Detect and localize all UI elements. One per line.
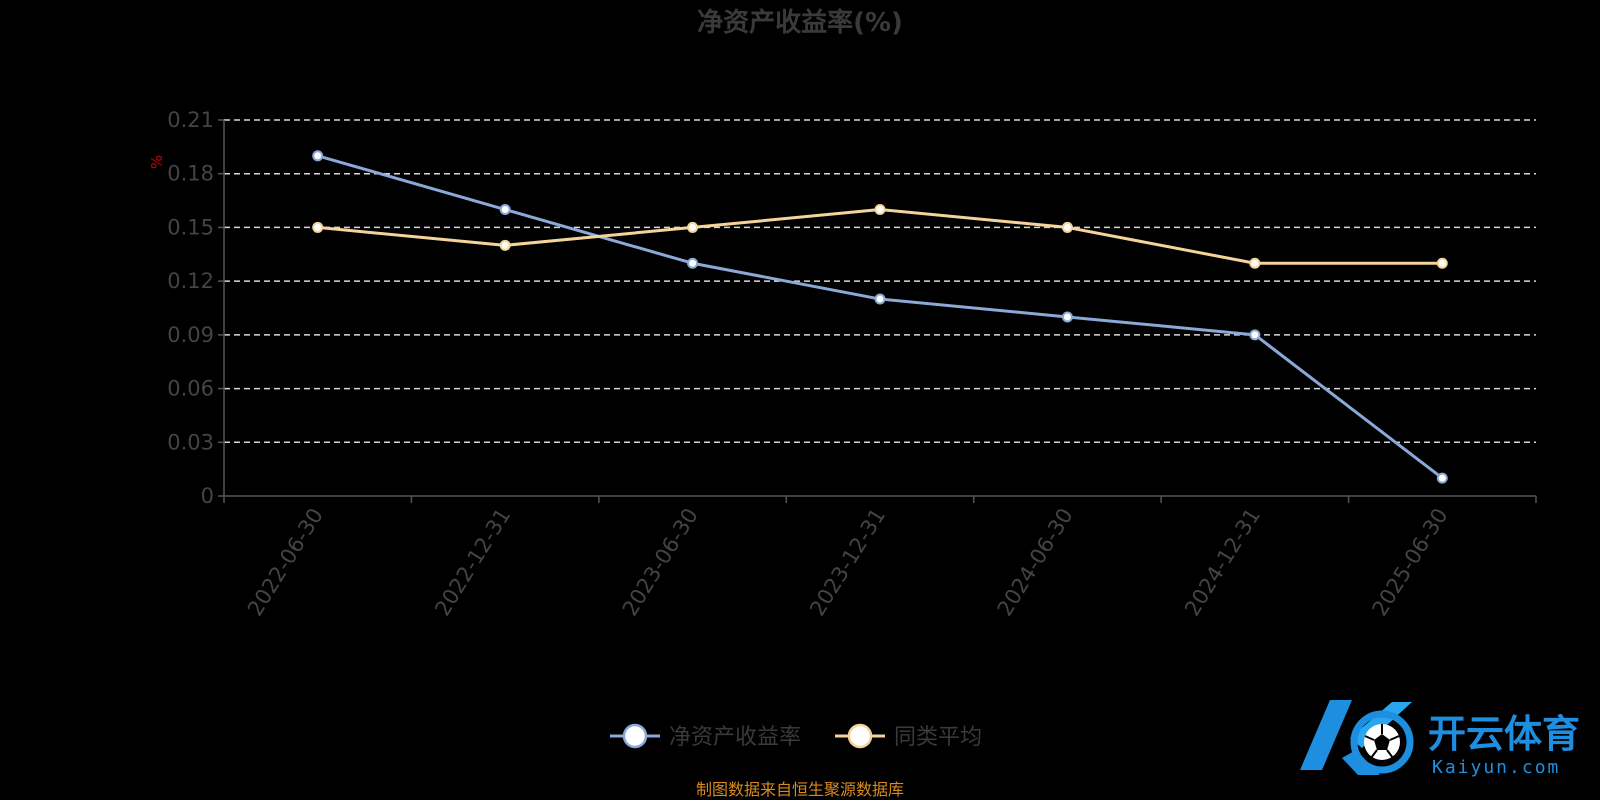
series-point-0[interactable]: [312, 150, 324, 162]
series-point-1[interactable]: [1436, 257, 1448, 269]
source-note: 制图数据来自恒生聚源数据库: [696, 780, 904, 799]
x-tick-label: 2022-06-30: [243, 504, 328, 620]
legend-swatch-marker: [622, 723, 648, 749]
series-point-0[interactable]: [1249, 329, 1261, 341]
chart-title: 净资产收益率(%): [697, 7, 903, 38]
series-point-1[interactable]: [312, 221, 324, 233]
grid-lines: [224, 119, 1536, 444]
x-tick-label: 2022-12-31: [430, 504, 515, 620]
watermark-brand-en: Kaiyun.com: [1432, 757, 1560, 778]
series-line-1: [317, 208, 1443, 265]
series-point-0[interactable]: [499, 204, 511, 216]
series-point-0[interactable]: [1061, 311, 1073, 323]
series-layer: [312, 150, 1448, 484]
y-tick-label: 0.21: [167, 108, 214, 132]
y-tick-label: 0.12: [167, 269, 214, 293]
series-point-0[interactable]: [1436, 472, 1448, 484]
series-point-1[interactable]: [499, 239, 511, 251]
legend-swatch-marker: [847, 723, 873, 749]
series-point-1[interactable]: [1249, 257, 1261, 269]
watermark: 开云体育 Kaiyun.com: [1300, 700, 1580, 778]
x-tick-labels: 2022-06-30 2022-12-31 2023-06-30 2023-12-31…: [243, 504, 1453, 620]
x-tick-label: 2024-06-30: [993, 504, 1078, 620]
x-tick-label: 2023-06-30: [618, 504, 703, 620]
kaiyun-logo-icon: [1300, 700, 1414, 775]
series-point-1[interactable]: [874, 204, 886, 216]
y-axis-unit-label: %: [148, 155, 166, 169]
legend-label[interactable]: 同类平均: [894, 725, 982, 750]
series-point-1[interactable]: [687, 221, 699, 233]
y-tick-label: 0.03: [167, 430, 214, 454]
y-tick-label: 0.18: [167, 162, 214, 186]
series-point-0[interactable]: [687, 257, 699, 269]
x-tick-label: 2023-12-31: [805, 504, 890, 620]
y-tick-labels: 0 0.03 0.06 0.09 0.12 0.15 0.18 0.21: [167, 108, 214, 508]
y-tick-label: 0.06: [167, 377, 214, 401]
watermark-brand-cn: 开云体育: [1428, 712, 1580, 756]
y-tick-label: 0.15: [167, 215, 214, 239]
series-point-0[interactable]: [874, 293, 886, 305]
axes: [218, 119, 1537, 503]
x-tick-label: 2025-06-30: [1367, 504, 1452, 620]
legend: 净资产收益率 同类平均: [610, 723, 982, 750]
legend-label[interactable]: 净资产收益率: [669, 725, 801, 750]
series-point-1[interactable]: [1061, 221, 1073, 233]
x-tick-label: 2024-12-31: [1180, 504, 1265, 620]
y-tick-label: 0: [201, 484, 214, 508]
y-tick-label: 0.09: [167, 323, 214, 347]
